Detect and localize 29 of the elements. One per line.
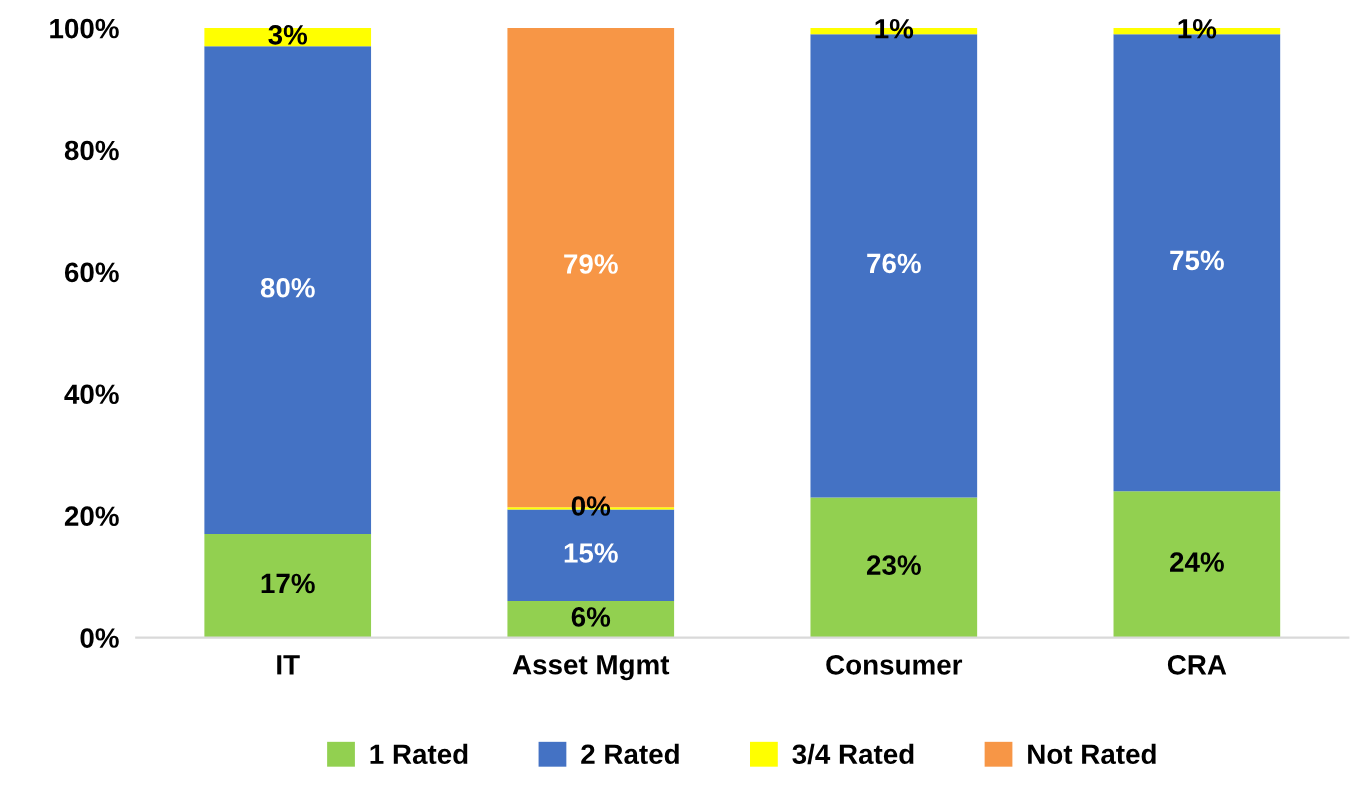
y-tick-label: 80% [64,140,119,161]
legend-label: 2 Rated [581,743,679,765]
bar [507,601,675,638]
x-tick-label: CRA [1167,654,1227,675]
bar [1113,491,1281,638]
data-label: 24% [1170,552,1224,572]
y-tick-label: 0% [80,628,119,648]
bar [204,46,372,534]
x-tick-label: Consumer [826,654,963,675]
data-label: 23% [866,555,921,575]
legend-label: 1 Rated [370,743,468,765]
data-label: 17% [261,573,315,594]
bar [204,533,372,638]
data-label: 79% [564,254,618,274]
x-tick-label: IT [277,655,300,675]
legend-label: 3/4 Rated [792,743,914,765]
data-label: 76% [867,253,921,274]
data-label: 80% [260,277,315,298]
legend-label: Not Rated [1028,743,1156,765]
data-label: 15% [564,543,618,563]
data-label: 6% [571,607,611,627]
x-tick-label: Asset Mgmt [512,655,670,681]
y-tick-label: 100% [50,18,119,39]
y-tick-label: 20% [64,506,119,527]
y-tick-label: 60% [64,262,119,283]
bar [810,497,978,638]
data-label: 75% [1170,250,1224,271]
y-tick-label: 40% [64,384,119,405]
data-label: 3% [268,25,308,45]
